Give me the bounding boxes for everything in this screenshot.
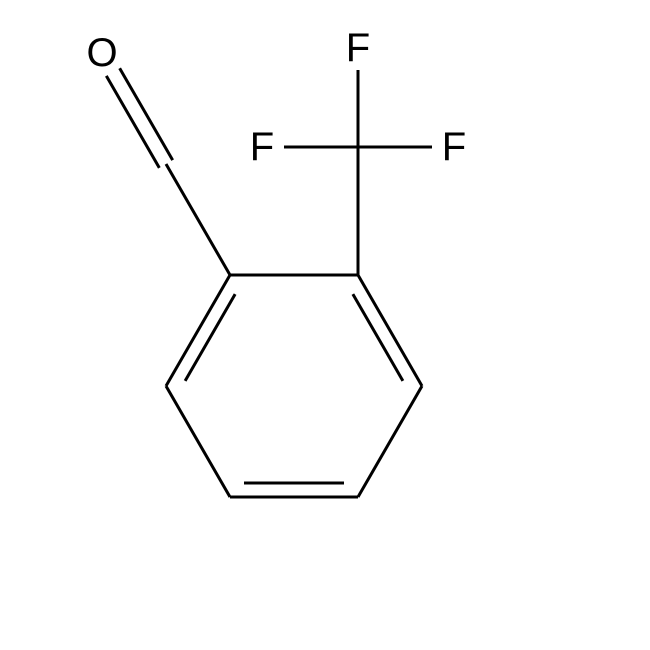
molecule-diagram: O F F F: [0, 0, 650, 650]
bond-line: [166, 164, 230, 275]
atom-label-o: O: [86, 31, 117, 75]
bond-line: [358, 275, 422, 386]
atom-label-f: F: [346, 26, 370, 70]
atom-label-f: F: [442, 125, 466, 169]
bond-line: [358, 386, 422, 497]
bond-line: [166, 275, 230, 386]
atom-label-f: F: [250, 125, 274, 169]
bond-line: [166, 386, 230, 497]
